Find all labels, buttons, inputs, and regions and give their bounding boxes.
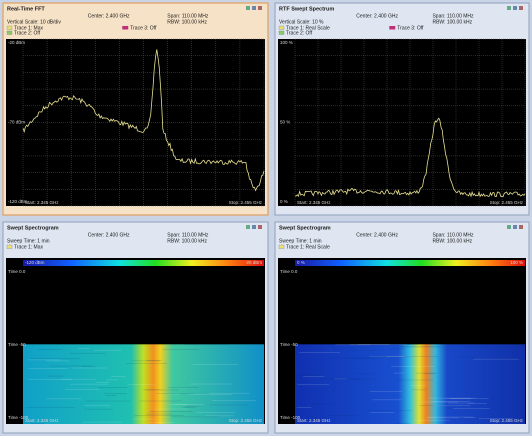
panel-button[interactable] bbox=[519, 225, 523, 229]
stop-label: Stop: 2.455 GHz bbox=[490, 418, 524, 423]
analyzer-window: Real-Time FFTCenter: 2.400 GHzSpan: 110.… bbox=[0, 0, 532, 436]
color-bar bbox=[23, 260, 264, 266]
legend-label: Trace 2: Off bbox=[286, 30, 313, 36]
y-axis-label: 50 % bbox=[280, 120, 290, 125]
start-label: Start: 2.345 GHz bbox=[297, 200, 331, 205]
color-bar bbox=[295, 260, 525, 266]
rbw-label: RBW: 100.00 kHz bbox=[432, 238, 472, 244]
color-bar-label: 100 % bbox=[510, 260, 523, 265]
legend-swatch[interactable] bbox=[7, 26, 12, 30]
panel-button[interactable] bbox=[513, 6, 517, 10]
legend-label: Trace 1: Real Scale bbox=[286, 244, 330, 250]
rbw-label: RBW: 100.00 kHz bbox=[167, 19, 207, 25]
panel-title: Swept Spectrogram bbox=[7, 225, 59, 231]
center-label: Center: 2.400 GHz bbox=[356, 232, 398, 238]
legend-swatch[interactable] bbox=[7, 245, 12, 249]
y-axis-label: 100 % bbox=[280, 40, 293, 45]
rbw-label: RBW: 100.00 kHz bbox=[432, 19, 472, 25]
start-label: Start: 2.345 GHz bbox=[25, 200, 59, 205]
legend-swatch[interactable] bbox=[7, 31, 12, 35]
y-axis-label: 0 % bbox=[280, 199, 288, 204]
panel-button[interactable] bbox=[507, 6, 511, 10]
panel-button[interactable] bbox=[258, 225, 262, 229]
panel-button[interactable] bbox=[507, 225, 511, 229]
panel-button[interactable] bbox=[258, 6, 262, 10]
start-label: Start: 2.345 GHz bbox=[25, 418, 59, 423]
legend-swatch[interactable] bbox=[279, 26, 284, 30]
stop-label: Stop: 2.455 GHz bbox=[490, 200, 524, 205]
center-label: Center: 2.400 GHz bbox=[88, 232, 130, 238]
rbw-label: RBW: 100.00 kHz bbox=[167, 238, 207, 244]
legend-swatch[interactable] bbox=[279, 245, 284, 249]
panel-button[interactable] bbox=[252, 6, 256, 10]
panel-title: Swept Spectrogram bbox=[279, 225, 331, 231]
start-label: Start: 2.345 GHz bbox=[297, 418, 331, 423]
color-bar-label: 0 % bbox=[297, 260, 305, 265]
y-axis-label: Time 0.0 bbox=[280, 269, 298, 274]
panel-title: Real-Time FFT bbox=[7, 6, 45, 12]
marker-swatch bbox=[122, 26, 128, 30]
marker-label: Trace 3: Off bbox=[130, 25, 157, 31]
color-bar-label: -120 dBm bbox=[25, 260, 45, 265]
stop-label: Stop: 2.455 GHz bbox=[229, 200, 263, 205]
color-bar-label: -20 dBm bbox=[245, 260, 262, 265]
marker-label: Trace 3: Off bbox=[397, 25, 424, 31]
marker-swatch bbox=[389, 26, 395, 30]
stop-label: Stop: 2.455 GHz bbox=[229, 418, 263, 423]
y-axis-label: Time -50 bbox=[8, 342, 26, 347]
legend-label: Trace 2: Off bbox=[14, 30, 41, 36]
y-axis-label: Time -50 bbox=[280, 342, 298, 347]
center-label: Center: 2.400 GHz bbox=[88, 13, 130, 19]
legend-label: Trace 1: Max bbox=[14, 244, 43, 250]
y-axis-label: -20 dBm bbox=[8, 40, 25, 45]
legend-swatch[interactable] bbox=[279, 31, 284, 35]
panel-button[interactable] bbox=[246, 225, 250, 229]
panel-button[interactable] bbox=[246, 6, 250, 10]
panel-button[interactable] bbox=[519, 6, 523, 10]
panel-button[interactable] bbox=[252, 225, 256, 229]
panel-button[interactable] bbox=[513, 225, 517, 229]
y-axis-label: -70 dBm bbox=[8, 120, 25, 125]
y-axis-label: Time 0.0 bbox=[8, 269, 26, 274]
center-label: Center: 2.400 GHz bbox=[356, 13, 398, 19]
panel-title: RTF Swept Spectrum bbox=[279, 6, 334, 12]
